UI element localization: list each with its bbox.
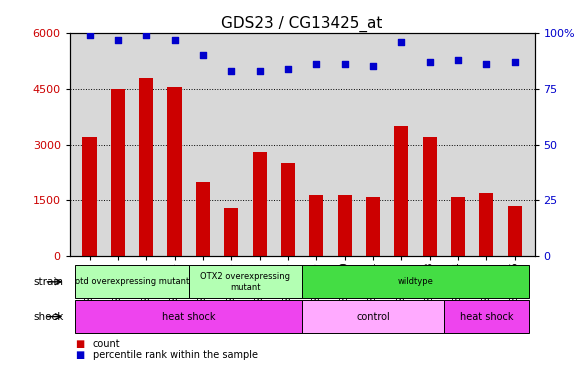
Text: heat shock: heat shock [162,311,216,322]
Bar [394,126,408,256]
Text: control: control [356,311,390,322]
Text: ■: ■ [76,339,85,349]
Point [198,52,207,58]
Bar [338,195,352,256]
Bar [111,89,125,256]
Point [368,63,378,69]
Bar [83,137,96,256]
Point [113,37,123,42]
Bar [281,163,295,256]
Bar [444,300,529,333]
Text: count: count [93,339,121,349]
Bar [302,300,444,333]
Point [311,61,321,67]
Bar [139,78,153,256]
Point [510,59,519,65]
Bar [196,182,210,256]
Point [397,39,406,45]
Bar [451,197,465,256]
Point [85,32,94,38]
Point [425,59,435,65]
Bar [309,195,324,256]
Bar [76,265,189,298]
Bar [302,265,529,298]
Point [227,68,236,74]
Text: strain: strain [34,277,64,287]
Point [142,32,151,38]
Bar [366,197,380,256]
Text: ■: ■ [76,350,85,360]
Bar [253,152,267,256]
Text: OTX2 overexpressing
mutant: OTX2 overexpressing mutant [200,272,290,292]
Text: heat shock: heat shock [460,311,513,322]
Point [170,37,179,42]
Bar [479,193,493,256]
Bar [422,137,437,256]
Text: percentile rank within the sample: percentile rank within the sample [93,350,258,360]
Bar [224,208,238,256]
Text: otd overexpressing mutant: otd overexpressing mutant [75,277,189,286]
Point [453,57,462,63]
Title: GDS23 / CG13425_at: GDS23 / CG13425_at [221,15,383,31]
Bar [167,87,182,256]
Point [482,61,491,67]
Bar [189,265,302,298]
Point [340,61,349,67]
Bar [508,206,522,256]
Point [284,66,293,72]
Text: shock: shock [34,311,64,322]
Point [255,68,264,74]
Bar [76,300,302,333]
Text: wildtype: wildtype [397,277,433,286]
